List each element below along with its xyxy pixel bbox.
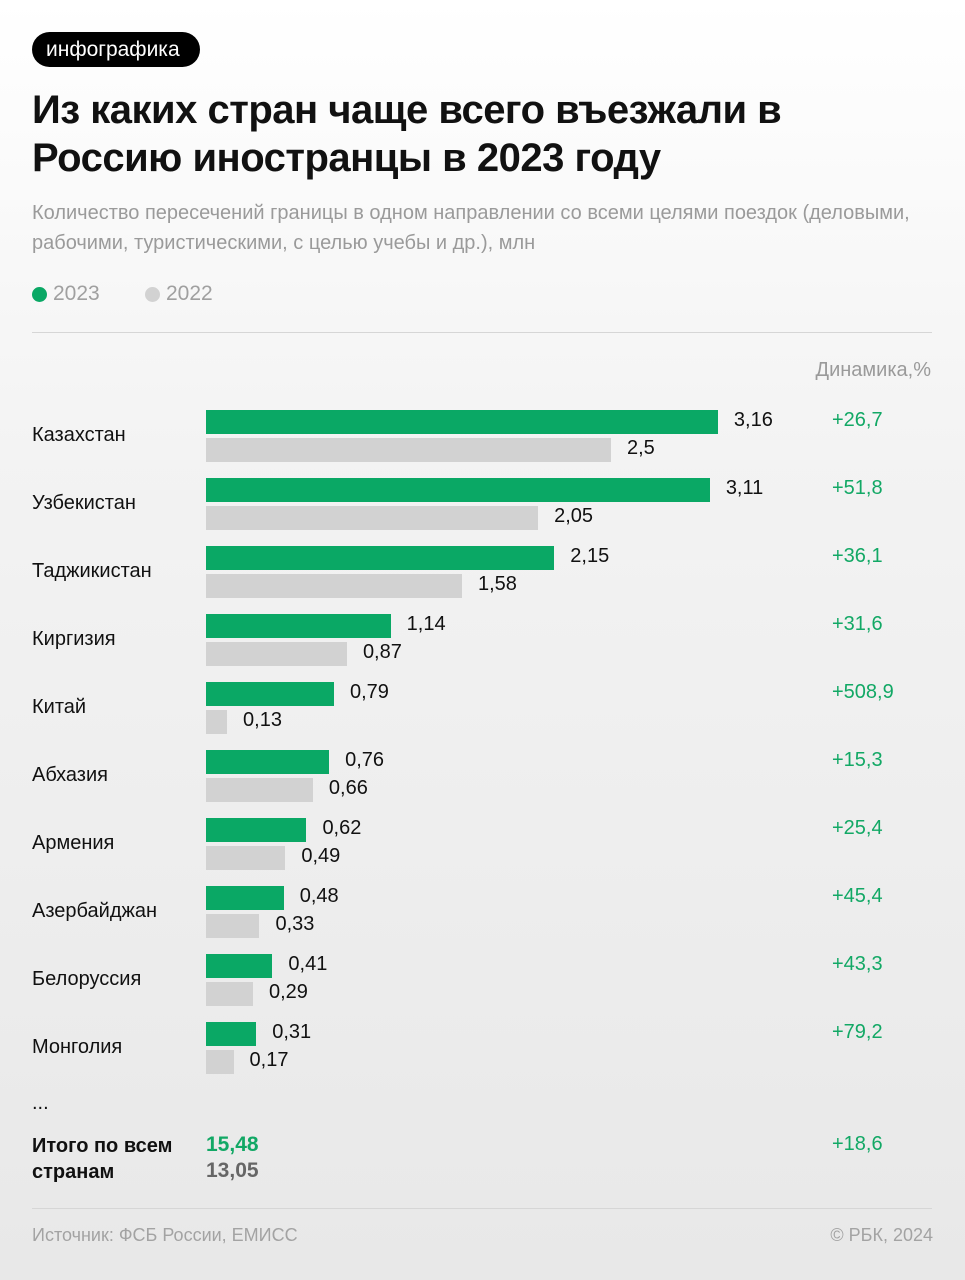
dynamics-value: +51,8 [832,477,883,499]
total-2022: 13,05 [206,1159,259,1182]
copyright: © РБК, 2024 [830,1225,933,1245]
data-label-2022: 0,33 [275,913,315,935]
legend-2023: 2023 [32,282,100,306]
country-label: Китай [32,696,87,718]
bar-2022 [206,778,313,802]
country-label: Белоруссия [32,968,142,990]
dynamics-value: +79,2 [832,1021,883,1043]
bar-2023 [206,954,273,978]
total-dynamics: +18,6 [832,1133,883,1155]
country-label: Монголия [32,1036,123,1058]
bar-2023 [206,410,718,434]
data-label-2023: 3,16 [733,409,773,431]
country-label: Армения [32,832,115,854]
total-2023: 15,48 [206,1133,259,1156]
dynamics-value: +508,9 [832,681,894,703]
legend-dot-green-icon [32,286,47,302]
infographic-tag: инфографика [32,32,200,67]
data-label-2023: 1,14 [406,613,446,635]
bar-2023 [206,818,307,842]
bar-2022 [206,710,228,734]
dynamics-value: +36,1 [832,545,883,567]
data-label-2023: 0,76 [345,749,385,771]
data-label-2022: 1,58 [477,573,517,595]
data-label-2023: 3,11 [725,477,764,499]
bar-2023 [206,1022,257,1046]
chart-title: Из каких стран чаще всего въезжали в Рос… [32,88,782,180]
data-label-2022: 2,5 [627,437,655,459]
data-label-2022: 0,66 [328,777,368,799]
bar-2022 [206,438,611,462]
data-label-2022: 0,13 [243,709,282,731]
chart-subtitle: Количество пересечений границы в одном н… [32,202,910,254]
legend-label: 2022 [166,282,213,305]
data-label-2023: 0,48 [299,885,339,907]
data-label-2023: 0,79 [349,681,389,703]
country-label: Абхазия [32,764,108,786]
legend-2022: 2022 [145,282,213,306]
dynamics-value: +26,7 [832,409,883,431]
bar-2022 [206,982,253,1006]
country-label: Таджикистан [32,560,152,582]
bar-2023 [206,886,284,910]
bar-2023 [206,614,391,638]
dynamics-value: +45,4 [832,885,883,907]
bar-2022 [206,846,286,870]
data-label-2023: 0,62 [322,817,362,839]
data-label-2022: 2,05 [554,505,594,527]
divider [32,1208,932,1209]
source: Источник: ФСБ России, ЕМИСС [32,1225,298,1245]
country-label: Азербайджан [32,900,158,922]
data-label-2023: 2,15 [570,545,610,567]
bar-2022 [206,1050,234,1074]
dynamics-value: +43,3 [832,953,883,975]
bar-2023 [206,546,555,570]
bar-2023 [206,750,330,774]
country-label: Узбекистан [32,492,136,514]
legend-label: 2023 [53,282,100,305]
bar-2022 [206,506,539,530]
dynamics-value: +25,4 [832,817,883,839]
total-label: Итого по всем странам [32,1135,173,1183]
country-label: Киргизия [32,628,116,650]
data-label-2022: 0,49 [301,845,341,867]
dynamics-header: Динамика,% [815,359,931,381]
dynamics-value: +31,6 [832,613,883,635]
ellipsis: ... [32,1092,49,1114]
bar-2023 [206,478,710,502]
bar-2023 [206,682,334,706]
bar-2022 [206,642,347,666]
data-label-2023: 0,31 [272,1021,312,1043]
data-label-2022: 0,87 [362,641,402,663]
data-label-2023: 0,41 [288,953,328,975]
bar-2022 [206,914,260,938]
bar-2022 [206,574,462,598]
dynamics-value: +15,3 [832,749,883,771]
country-label: Казахстан [32,424,126,446]
data-label-2022: 0,29 [268,981,308,1003]
data-label-2022: 0,17 [249,1049,289,1071]
legend-dot-gray-icon [145,286,160,302]
divider [32,332,932,333]
